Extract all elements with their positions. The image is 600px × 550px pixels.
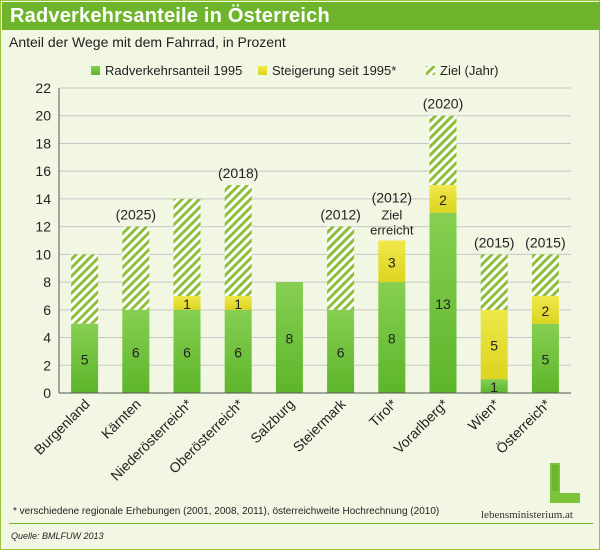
data-label-base: 5	[81, 351, 89, 367]
bar-base	[71, 323, 99, 393]
x-tick-label: Tirol*	[366, 395, 400, 429]
bar-base	[275, 282, 303, 393]
bar-increase	[378, 240, 406, 283]
bar-base	[378, 282, 406, 393]
data-label-base: 1	[490, 379, 498, 395]
data-label-base: 6	[183, 344, 191, 360]
x-tick-label: Salzburg	[247, 396, 297, 446]
data-label-increase: 5	[490, 337, 498, 353]
goal-year-label: (2015)	[474, 234, 514, 250]
legend-swatch	[426, 66, 435, 75]
bar-goal	[71, 254, 99, 324]
source-note: Quelle: BMLFUW 2013	[11, 531, 104, 541]
y-tick-label: 20	[35, 108, 51, 124]
divider	[9, 523, 593, 524]
bar-increase	[429, 185, 457, 213]
goal-year-label: (2012)	[320, 207, 360, 223]
data-label-base: 6	[234, 344, 242, 360]
bar-goal	[122, 226, 150, 310]
y-tick-label: 16	[35, 163, 51, 179]
legend-label: Radverkehrsanteil 1995	[105, 63, 242, 78]
footnote: * verschiedene regionale Erhebungen (200…	[13, 506, 440, 517]
legend-swatch	[258, 66, 267, 75]
bar-base	[173, 309, 201, 393]
x-tick-label: Steiermark	[290, 395, 350, 455]
chart-subtitle: Anteil der Wege mit dem Fahrrad, in Proz…	[9, 34, 286, 50]
x-tick-label: Vorarlberg*	[390, 395, 451, 456]
annotation: Ziel	[381, 208, 402, 223]
bar-increase	[224, 295, 252, 310]
bar-goal	[480, 254, 508, 310]
bar-goal	[531, 254, 559, 296]
bar-base	[480, 379, 508, 393]
x-tick-label: Burgenland	[31, 396, 93, 458]
goal-year-label: (2018)	[218, 165, 258, 181]
data-label-base: 6	[132, 344, 140, 360]
y-tick-label: 8	[43, 274, 51, 290]
bar-base	[429, 212, 457, 393]
goal-year-label: (2020)	[423, 96, 463, 112]
data-label-increase: 2	[439, 192, 447, 208]
legend-label: Steigerung seit 1995*	[272, 63, 396, 78]
bar-base	[224, 309, 252, 393]
data-label-base: 13	[435, 296, 451, 312]
data-label-increase: 2	[542, 303, 550, 319]
bar-goal	[429, 115, 457, 186]
y-tick-label: 14	[35, 191, 51, 207]
goal-year-label: (2012)	[372, 190, 412, 206]
data-label-base: 8	[286, 331, 294, 347]
bar-increase	[173, 295, 201, 310]
y-tick-label: 2	[43, 357, 51, 373]
goal-year-label: (2025)	[116, 207, 156, 223]
data-label-base: 8	[388, 331, 396, 347]
lebensministerium-logo	[550, 463, 580, 503]
bar-goal	[224, 185, 252, 296]
bar-base	[327, 309, 355, 393]
x-tick-label: Österreich*	[492, 395, 554, 457]
bar-goal	[173, 198, 201, 296]
x-tick-label: Wien*	[465, 395, 503, 433]
y-tick-label: 6	[43, 302, 51, 318]
bar-base	[122, 309, 150, 393]
bar-chart: Radverkehrsanteil 1995 Steigerung seit 19…	[31, 63, 571, 484]
title-bar: Radverkehrsanteile in Österreich	[2, 2, 600, 30]
y-tick-label: 12	[35, 219, 51, 235]
y-tick-label: 10	[35, 246, 51, 262]
logo-text: lebensministerium.at	[481, 509, 573, 521]
bar-base	[531, 323, 559, 393]
data-label-base: 6	[337, 344, 345, 360]
chart-title: Radverkehrsanteile in Österreich	[10, 5, 330, 27]
legend-label: Ziel (Jahr)	[440, 63, 499, 78]
data-label-base: 5	[542, 351, 550, 367]
annotation: erreicht	[370, 223, 414, 238]
bar-increase	[480, 309, 508, 380]
data-label-increase: 1	[183, 296, 191, 312]
bars: 5 6 (2025) 6 1 6 1 (2018) 8 6 (2012) 8 3 erreichtZiel…	[71, 96, 566, 395]
data-label-increase: 3	[388, 254, 396, 270]
y-tick-label: 4	[43, 330, 51, 346]
y-tick-label: 0	[43, 385, 51, 401]
bar-increase	[531, 295, 559, 324]
bar-goal	[327, 226, 355, 310]
y-tick-label: 18	[35, 135, 51, 151]
legend: Radverkehrsanteil 1995 Steigerung seit 19…	[91, 63, 499, 78]
legend-swatch	[91, 66, 100, 75]
data-label-increase: 1	[234, 296, 242, 312]
y-tick-label: 22	[35, 80, 51, 96]
goal-year-label: (2015)	[525, 234, 565, 250]
x-tick-label: Kärnten	[98, 396, 144, 442]
